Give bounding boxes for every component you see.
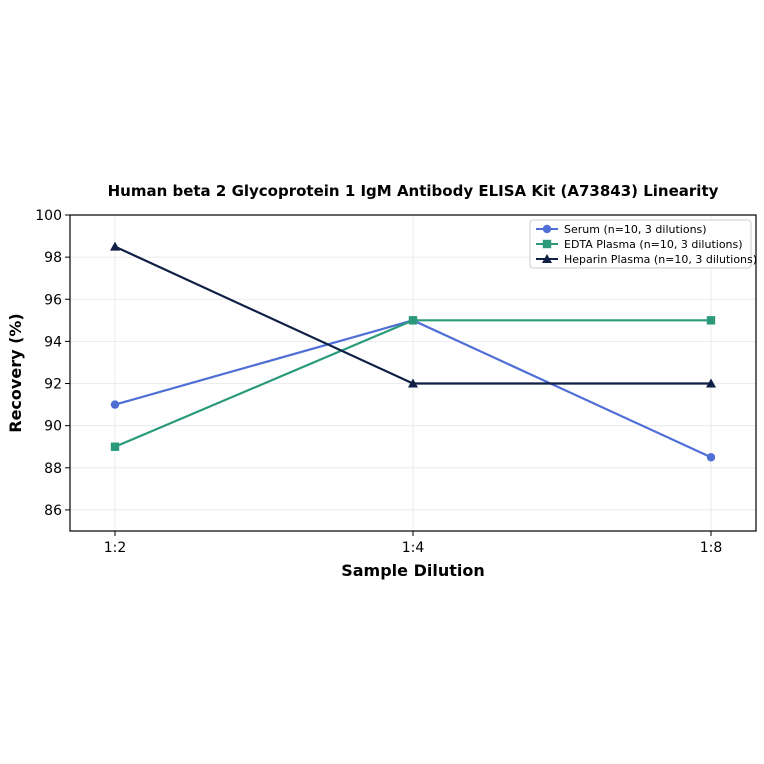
data-point (110, 442, 120, 451)
series-2 (110, 316, 716, 451)
legend-label: Heparin Plasma (n=10, 3 dilutions) (564, 253, 757, 266)
data-point (110, 400, 120, 409)
data-point (706, 378, 716, 388)
chart-title: Human beta 2 Glycoprotein 1 IgM Antibody… (108, 182, 719, 200)
y-tick-label: 98 (44, 250, 62, 266)
legend-swatch-marker (542, 254, 552, 263)
y-axis-ticks: 86 88 90 92 94 96 98 100 (35, 208, 70, 519)
data-point (110, 241, 120, 251)
series-layer (110, 241, 716, 462)
legend-label: Serum (n=10, 3 dilutions) (564, 223, 707, 236)
x-axis-title: Sample Dilution (341, 561, 485, 580)
legend-swatch-marker (542, 239, 552, 249)
y-tick-label: 94 (44, 334, 62, 350)
legend-entry: Serum (n=10, 3 dilutions) (536, 223, 707, 236)
data-point (408, 378, 418, 388)
x-tick-label: 1:4 (402, 540, 425, 556)
legend-entry: Heparin Plasma (n=10, 3 dilutions) (536, 253, 757, 266)
legend-swatch-marker (542, 224, 552, 234)
legend-entry: EDTA Plasma (n=10, 3 dilutions) (536, 238, 743, 251)
legend-label: EDTA Plasma (n=10, 3 dilutions) (564, 238, 743, 251)
legend-box (529, 219, 752, 269)
series-3 (110, 241, 716, 388)
y-tick-label: 96 (44, 292, 62, 308)
x-tick-label: 1:8 (700, 540, 723, 556)
y-tick-label: 100 (35, 208, 62, 224)
data-point (706, 316, 716, 325)
y-tick-label: 92 (44, 377, 62, 393)
data-point (706, 453, 716, 462)
x-axis-ticks: 1:2 1:4 1:8 (104, 531, 723, 556)
y-tick-label: 90 (44, 419, 62, 435)
y-axis-title: Recovery (%) (6, 313, 25, 432)
legend: Serum (n=10, 3 dilutions) EDTA Plasma (n=… (529, 219, 757, 269)
data-point (408, 316, 418, 325)
y-tick-label: 88 (44, 461, 62, 477)
x-tick-label: 1:2 (104, 540, 127, 556)
y-tick-label: 86 (44, 503, 62, 519)
